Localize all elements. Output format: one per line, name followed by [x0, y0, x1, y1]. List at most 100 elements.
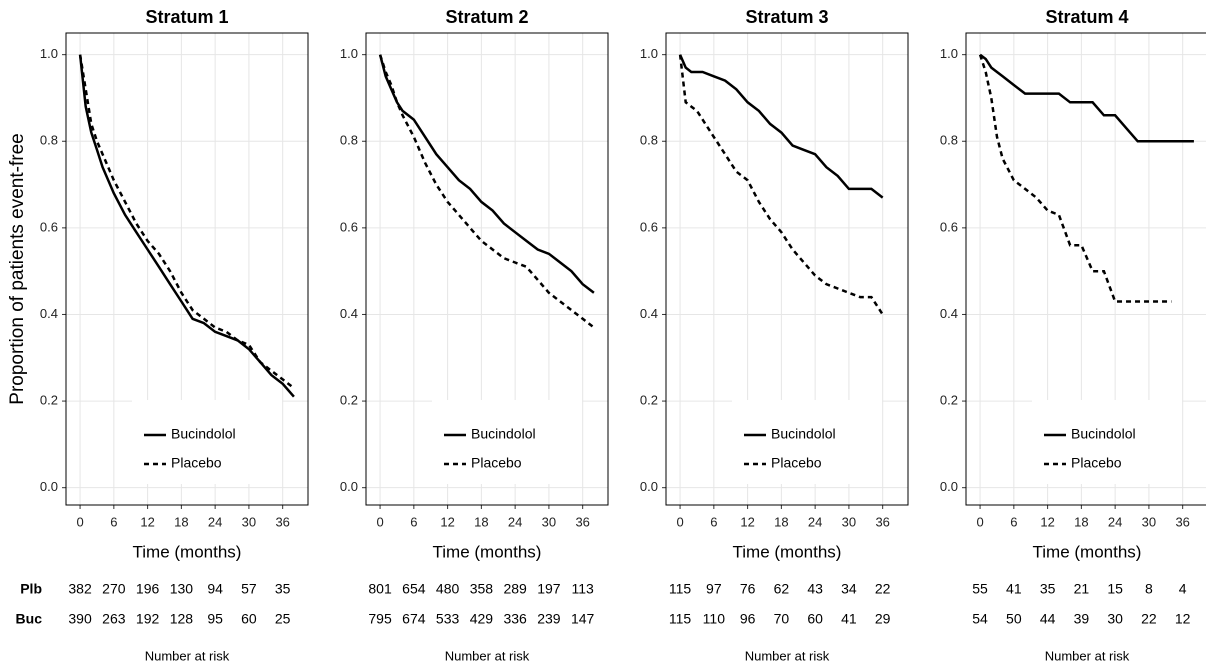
risk-count: 654 [402, 581, 426, 597]
survival-curve [378, 54, 595, 329]
x-tick-label: 30 [542, 514, 556, 529]
risk-count: 15 [1107, 581, 1123, 597]
risk-count: 196 [136, 581, 160, 597]
legend-label: Placebo [771, 455, 822, 471]
x-tick-label: 24 [508, 514, 522, 529]
risk-count: 192 [136, 611, 160, 627]
x-tick-label: 18 [774, 514, 788, 529]
risk-count: 94 [207, 581, 223, 597]
risk-count: 115 [669, 581, 692, 597]
x-tick-label: 18 [474, 514, 488, 529]
x-tick-label: 6 [110, 514, 117, 529]
x-tick-label: 0 [76, 514, 83, 529]
legend-label: Bucindolol [171, 426, 236, 442]
risk-count: 12 [1175, 611, 1191, 627]
risk-count: 35 [275, 581, 291, 597]
panel-title: Stratum 2 [445, 7, 528, 27]
y-tick-label: 0.8 [40, 133, 58, 148]
x-axis-label: Time (months) [133, 542, 242, 561]
risk-count: 674 [402, 611, 426, 627]
survival-curve [678, 54, 884, 316]
x-tick-label: 6 [410, 514, 417, 529]
y-tick-label: 1.0 [40, 46, 58, 61]
y-tick-label: 0.8 [640, 133, 658, 148]
y-tick-label: 0.2 [340, 393, 358, 408]
legend-label: Placebo [471, 455, 522, 471]
legend-label: Bucindolol [1071, 426, 1136, 442]
x-tick-label: 0 [676, 514, 683, 529]
panel-title: Stratum 4 [1045, 7, 1128, 27]
x-tick-label: 36 [575, 514, 589, 529]
risk-count: 25 [275, 611, 291, 627]
x-tick-label: 18 [174, 514, 188, 529]
legend-box [1032, 400, 1182, 484]
y-tick-label: 0.6 [340, 219, 358, 234]
plot-border [965, 32, 1206, 506]
risk-count: 34 [841, 581, 857, 597]
x-tick-label: 24 [208, 514, 222, 529]
x-axis-label: Time (months) [733, 542, 842, 561]
risk-count: 54 [972, 611, 988, 627]
y-tick-label: 0.2 [40, 393, 58, 408]
y-tick-label: 1.0 [340, 46, 358, 61]
survival-curve [678, 54, 884, 199]
risk-count: 130 [170, 581, 194, 597]
risk-count: 30 [1107, 611, 1123, 627]
x-tick-label: 36 [1175, 514, 1189, 529]
panel-title: Stratum 1 [145, 7, 228, 27]
y-tick-label: 0.6 [40, 219, 58, 234]
survival-curve [78, 54, 295, 390]
legend-label: Placebo [171, 455, 222, 471]
x-tick-label: 6 [710, 514, 717, 529]
risk-count: 60 [807, 611, 823, 627]
risk-count: 197 [537, 581, 561, 597]
y-axis-label: Proportion of patients event-free [7, 133, 28, 404]
risk-count: 270 [102, 581, 126, 597]
y-tick-label: 0.8 [940, 133, 958, 148]
risk-count: 8 [1145, 581, 1153, 597]
risk-count: 480 [436, 581, 460, 597]
risk-count: 57 [241, 581, 257, 597]
x-tick-label: 6 [1010, 514, 1017, 529]
risk-count: 39 [1074, 611, 1090, 627]
risk-count: 22 [1141, 611, 1157, 627]
risk-count: 128 [170, 611, 194, 627]
risk-count: 289 [503, 581, 527, 597]
x-tick-label: 12 [740, 514, 754, 529]
risk-table-title: Number at risk [745, 648, 830, 663]
risk-count: 60 [241, 611, 257, 627]
y-tick-label: 0.6 [640, 219, 658, 234]
y-tick-label: 0.0 [640, 479, 658, 494]
risk-count: 795 [368, 611, 392, 627]
x-tick-label: 24 [1108, 514, 1122, 529]
risk-count: 113 [572, 581, 595, 597]
x-tick-label: 30 [1142, 514, 1156, 529]
x-tick-label: 18 [1074, 514, 1088, 529]
y-tick-label: 0.4 [340, 306, 358, 321]
legend-label: Bucindolol [471, 426, 536, 442]
risk-count: 239 [537, 611, 561, 627]
survival-curve [979, 53, 1194, 143]
y-tick-label: 0.0 [40, 479, 58, 494]
y-tick-label: 0.2 [640, 393, 658, 408]
plot-border [365, 32, 609, 506]
risk-count: 41 [1006, 581, 1022, 597]
risk-count: 29 [875, 611, 891, 627]
risk-count: 41 [841, 611, 857, 627]
risk-count: 44 [1040, 611, 1056, 627]
legend-label: Bucindolol [771, 426, 836, 442]
risk-count: 97 [706, 581, 722, 597]
risk-row-label: Buc [16, 611, 43, 627]
legend-box [132, 400, 282, 484]
y-tick-label: 1.0 [640, 46, 658, 61]
survival-curve [978, 54, 1172, 303]
y-tick-label: 0.0 [340, 479, 358, 494]
risk-count: 50 [1006, 611, 1022, 627]
risk-count: 70 [774, 611, 790, 627]
legend-box [432, 400, 582, 484]
risk-count: 115 [669, 611, 692, 627]
risk-table-title: Number at risk [1045, 648, 1130, 663]
x-tick-label: 12 [140, 514, 154, 529]
plot-border [665, 32, 909, 506]
